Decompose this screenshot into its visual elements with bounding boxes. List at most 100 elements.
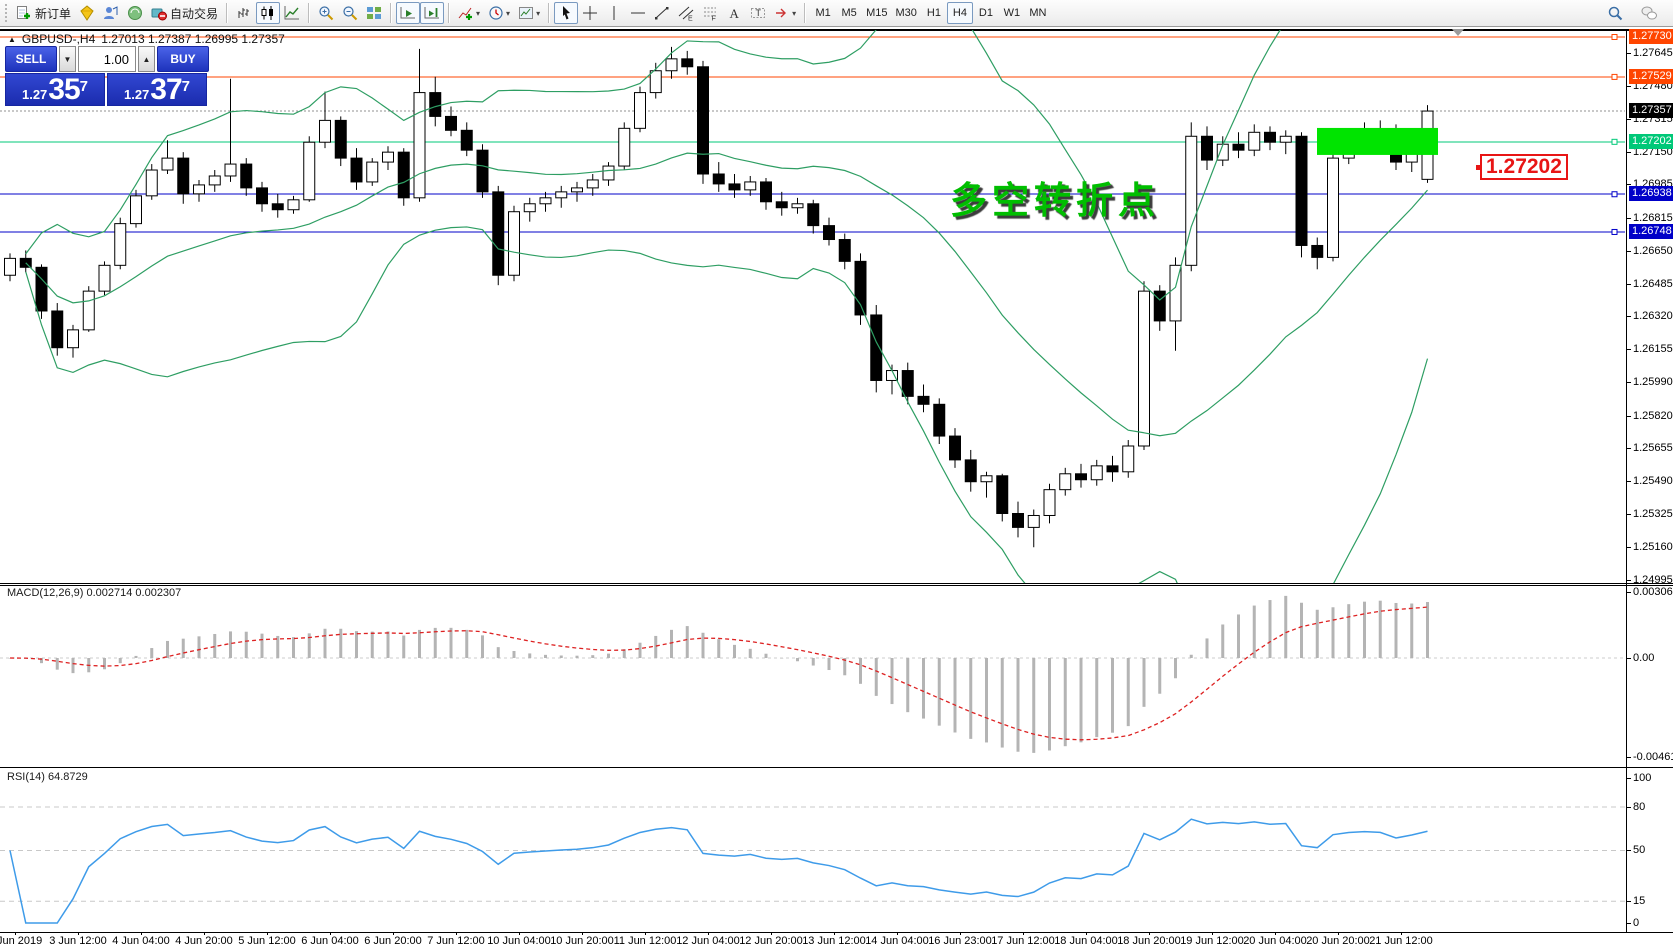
axis-tick-mark [1627,757,1631,758]
price-axis-tick: 1.26815 [1633,212,1673,224]
time-axis-label: 13 Jun 12:00 [802,935,866,947]
bar-chart-button[interactable] [232,2,256,24]
candles-icon [260,5,276,21]
toolbar-group-orders: 新订单 自动交易 [12,2,222,24]
time-axis-label: 19 Jun 12:00 [1180,935,1244,947]
price-axis-tick: 1.26485 [1633,278,1673,290]
price-marker-label-1.26748: 1.26748 [1629,224,1673,239]
text-label-button[interactable]: T [746,2,770,24]
dropdown-caret-icon: ▾ [476,8,481,18]
candle-chart-button[interactable] [256,2,281,24]
volume-up-button[interactable]: ▲ [138,46,155,72]
auto-scroll-button[interactable] [396,2,421,24]
buy-price-big: 37 [150,73,182,106]
sell-price-sup: 7 [79,78,89,95]
axis-tick-mark [1627,53,1631,54]
equidistant-channel-button[interactable]: E [674,2,698,24]
autotrading-button[interactable]: 自动交易 [147,2,222,24]
vertical-line-button[interactable] [602,2,626,24]
toolbar-separator [390,3,393,23]
svg-text:E: E [688,16,693,22]
time-axis-label: 10 Jun 20:00 [550,935,614,947]
time-axis-label: 5 Jun 12:00 [238,935,296,947]
tile-windows-button[interactable] [362,2,386,24]
profiles-button[interactable] [99,2,123,24]
timeframe-h1[interactable]: H1 [926,7,941,19]
toolbar-group-tools: E F A T ▾ [554,2,800,24]
indicators-icon [458,5,474,21]
price-axis-tick: 1.25160 [1633,541,1673,553]
chart-shift-icon [424,5,440,21]
toolbar-group-timeframes: M1 M5 M15 M30 H1 H4 D1 W1 MN [810,2,1051,24]
price-chart-canvas[interactable] [0,27,1673,951]
price-marker-label-1.27529: 1.27529 [1629,69,1673,84]
price-marker-label-1.27202: 1.27202 [1629,134,1673,149]
time-axis-label: 11 Jun 12:00 [613,935,677,947]
bars-icon [236,5,252,21]
timeframe-d1[interactable]: D1 [978,7,993,19]
line-icon [284,5,300,21]
fibonacci-button[interactable]: F [698,2,722,24]
indicators-button[interactable]: ▾ [454,2,484,24]
chart-window[interactable]: ▲ GBPUSD-,H4 1.27013 1.27387 1.26995 1.2… [0,27,1673,951]
trendline-button[interactable] [650,2,674,24]
periods-button[interactable]: ▾ [484,2,514,24]
new-order-button[interactable]: 新订单 [12,2,75,24]
new-order-icon [16,5,32,21]
timeframe-w1[interactable]: W1 [1003,7,1021,19]
timeframe-m15[interactable]: M15 [866,7,888,19]
chart-shift-button[interactable] [420,2,445,24]
timeframe-mn[interactable]: MN [1029,7,1047,19]
chart-shift-marker-icon[interactable] [1452,29,1464,36]
axis-tick-mark [1627,119,1631,120]
chat-icon[interactable] [1637,2,1661,24]
metaeditor-button[interactable] [75,2,99,24]
zoom-out-button[interactable] [338,2,362,24]
svg-text:A: A [730,6,740,21]
time-axis-label: 3 Jun 12:00 [49,935,107,947]
market-watch-button[interactable] [123,2,147,24]
price-axis-tick: 0 [1633,917,1640,929]
buy-price[interactable]: 1.27 37 7 [107,73,207,106]
search-icon[interactable] [1603,2,1627,24]
axis-tick-mark [1627,251,1631,252]
timeframe-h4[interactable]: H4 [946,2,973,24]
toolbar-group-zoom [314,2,386,24]
time-axis-label: 18 Jun 04:00 [1054,935,1118,947]
symbol-period-label: GBPUSD-,H4 [21,32,96,46]
symbol-marker-icon: ▲ [8,34,16,44]
axis-tick-mark [1627,481,1631,482]
timeframe-m1[interactable]: M1 [815,7,831,19]
time-axis-label: 10 Jun 04:00 [487,935,551,947]
zoom-in-button[interactable] [314,2,338,24]
volume-input[interactable] [78,46,136,72]
horizontal-line-button[interactable] [626,2,650,24]
toolbar-group-dropdowns: ▾ ▾ ▾ [454,2,544,24]
templates-button[interactable]: ▾ [514,2,544,24]
cursor-button[interactable] [554,2,579,24]
volume-down-button[interactable]: ▼ [59,46,76,72]
time-axis-label: 12 Jun 04:00 [676,935,740,947]
price-axis-tick: 1.27645 [1633,47,1673,59]
axis-tick-mark [1627,901,1631,902]
axis-tick-mark [1627,316,1631,317]
toolbar-right [1603,2,1669,24]
sell-price[interactable]: 1.27 35 7 [5,73,105,106]
sell-button[interactable]: SELL [5,46,57,72]
time-axis-label: 14 Jun 04:00 [865,935,929,947]
time-axis-label: 4 Jun 20:00 [175,935,233,947]
channel-icon: E [678,5,694,21]
timeframe-m30[interactable]: M30 [895,7,917,19]
svg-text:T: T [756,8,762,18]
toolbar-separator [548,3,551,23]
timeframe-m5[interactable]: M5 [841,7,857,19]
line-chart-button[interactable] [280,2,304,24]
time-axis-label: 2 Jun 2019 [0,935,43,947]
text-button[interactable]: A [722,2,746,24]
price-callout-1.27202: 1.27202 [1476,154,1568,180]
arrows-button[interactable]: ▾ [770,2,800,24]
buy-button[interactable]: BUY [157,46,209,72]
crosshair-button[interactable] [578,2,602,24]
price-marker-label-1.27730: 1.27730 [1629,29,1673,44]
cursor-icon [558,5,574,21]
